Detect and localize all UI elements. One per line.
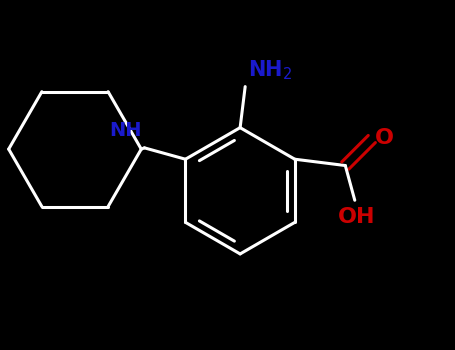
Text: O: O: [375, 128, 394, 148]
Text: NH: NH: [109, 121, 141, 140]
Text: OH: OH: [338, 206, 375, 226]
Text: NH$_2$: NH$_2$: [248, 58, 293, 82]
